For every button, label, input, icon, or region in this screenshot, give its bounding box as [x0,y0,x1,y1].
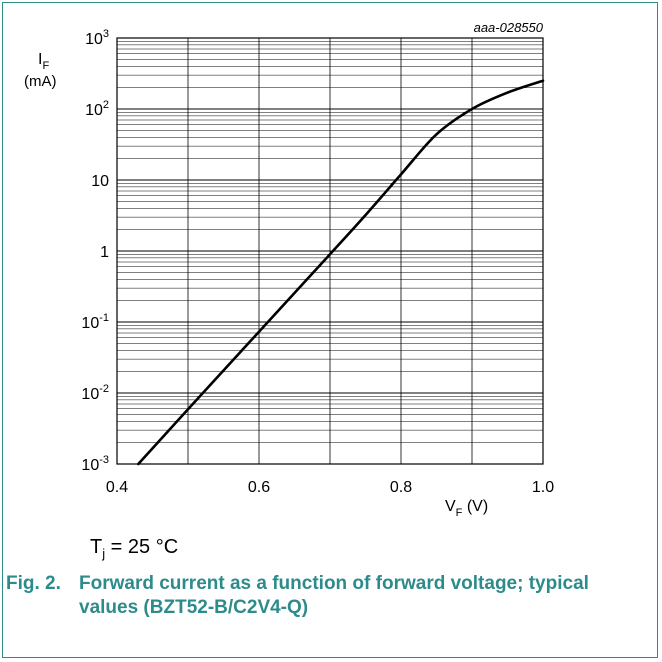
y-tick-base: 10 [85,102,103,119]
y-tick-exponent: 2 [103,99,109,111]
x-tick-label: 0.4 [106,479,128,496]
y-axis-unit: (mA) [24,73,57,90]
y-axis-label-main: I [38,51,42,68]
y-tick-base: 10 [81,315,99,332]
y-tick-label: 10-3 [81,454,109,474]
x-axis-label-main: V [445,498,456,515]
y-tick-exponent: -2 [99,383,109,395]
condition-subscript: j [102,546,106,561]
y-tick-label: 1 [100,244,109,261]
junction-temperature-note: Tj = 25 °C [90,536,178,561]
x-tick-label: 0.8 [390,479,412,496]
caption-text: Forward current as a function of forward… [79,573,589,618]
y-tick-label: 10-2 [81,383,109,403]
y-tick-base: 1 [100,244,109,261]
figure-code: aaa-028550 [474,20,544,35]
y-axis-label: IF [38,51,49,72]
x-tick-labels: 0.4 0.6 0.8 1.0 [106,479,554,496]
condition-value: = 25 °C [105,536,179,558]
y-tick-base: 10 [91,173,109,190]
series-curve [137,79,545,466]
caption-number: Fig. 2. [6,573,61,594]
condition-symbol: T [90,536,103,558]
x-axis-label-unit: (V) [462,498,488,515]
y-tick-base: 10 [85,31,103,48]
y-tick-label: 102 [85,99,109,119]
y-tick-base: 10 [81,457,99,474]
y-tick-label: 10-1 [81,312,109,332]
y-tick-label: 10 [91,173,109,190]
y-tick-exponent: -3 [99,454,109,466]
grid [117,38,543,464]
y-tick-exponent: 3 [103,28,109,40]
x-axis-label: VF (V) [445,498,488,519]
plot-border [116,37,544,465]
y-tick-base: 10 [81,386,99,403]
x-axis-label-subscript: F [456,507,463,519]
y-axis-label-subscript: F [42,60,49,72]
x-tick-label: 1.0 [532,479,554,496]
x-tick-label: 0.6 [248,479,270,496]
y-tick-exponent: -1 [99,312,109,324]
y-tick-label: 103 [85,28,109,48]
